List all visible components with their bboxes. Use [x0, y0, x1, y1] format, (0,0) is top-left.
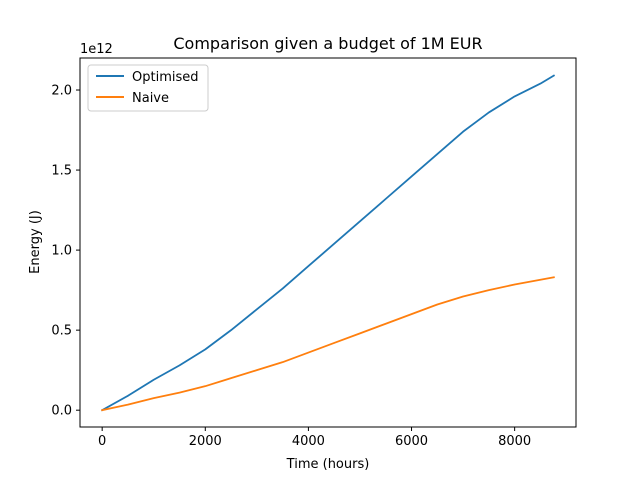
y-tick-label: 1.0: [51, 244, 72, 259]
legend-label-optimised: Optimised: [132, 70, 199, 85]
series-line-optimised: [100, 74, 556, 412]
x-tick-label: 8000: [498, 434, 531, 449]
x-axis-ticks: 0 2000 4000 6000 8000: [98, 427, 531, 449]
y-tick-label: 1.5: [51, 164, 72, 179]
series-layer: [100, 74, 556, 412]
x-tick-label: 6000: [395, 434, 428, 449]
y-axis-offset-label: 1e12: [80, 42, 113, 57]
x-tick-label: 2000: [189, 434, 222, 449]
x-axis-label: Time (hours): [286, 457, 370, 472]
y-axis-ticks: 0.0 0.5 1.0 1.5 2.0: [51, 84, 80, 419]
y-tick-label: 0.0: [51, 404, 72, 419]
y-tick-label: 0.5: [51, 324, 72, 339]
y-tick-label: 2.0: [51, 84, 72, 99]
x-tick-label: 4000: [292, 434, 325, 449]
y-axis-label: Energy (J): [28, 210, 43, 274]
legend: Optimised Naive: [87, 64, 209, 112]
series-line-naive: [101, 276, 555, 412]
chart-title: Comparison given a budget of 1M EUR: [173, 34, 482, 53]
legend-label-naive: Naive: [132, 91, 169, 106]
x-tick-label: 0: [98, 434, 106, 449]
plot-area-frame: [79, 57, 577, 428]
